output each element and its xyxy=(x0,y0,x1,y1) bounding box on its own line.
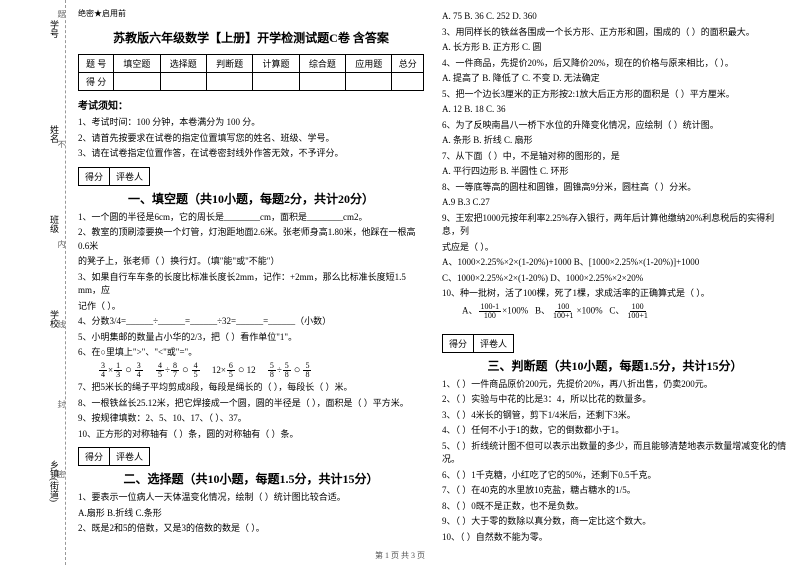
th-4: 计算题 xyxy=(253,55,299,73)
c2-l2: 3、用同样长的铁丝各围成一个长方形、正方形和圆，围成的（ ）的面积最大。 xyxy=(442,26,788,40)
q2-2: 2、既是2和5的倍数，又是3的倍数的数是（ ）。 xyxy=(78,522,424,536)
seal-char-4: 封 xyxy=(56,400,67,416)
score-table: 题 号 填空题 选择题 判断题 计算题 综合题 应用题 总分 得 分 xyxy=(78,54,424,91)
c2-l11: A. 平行四边形 B. 半圆性 C. 环形 xyxy=(442,165,788,179)
q1-8: 8、一根铁丝长25.12米，把它焊接成一个圆，圆的半径是（ ），面积是（ ）平方… xyxy=(78,397,424,411)
c2-l13: A.9 B.3 C.27 xyxy=(442,196,788,210)
c2-l16: A、1000×2.25%×2×(1-20%)+1000 B、[1000×2.25… xyxy=(442,256,788,270)
q1-1: 1、一个圆的半径是6cm，它的周长是________cm，面积是________… xyxy=(78,211,424,225)
score-label: 得 分 xyxy=(79,73,114,91)
c2-l9: A. 条形 B. 折线 C. 扇形 xyxy=(442,134,788,148)
binding-margin: 学号 姓名 班级 学校 乡镇(街道) 题 不 内 线 封 密 xyxy=(0,0,70,565)
section3-title: 三、判断题（共10小题，每题1.5分，共计15分） xyxy=(442,357,788,374)
scorebox-2: 得分评卷人 xyxy=(78,447,150,466)
th-5: 综合题 xyxy=(299,55,345,73)
notice-1: 1、考试时间：100 分钟，本卷满分为 100 分。 xyxy=(78,116,424,129)
c2-l8: 6、为了反映南昌八一桥下水位的升降变化情况，应绘制（ ）统计图。 xyxy=(442,119,788,133)
q3-10: 10、（ ）自然数不能为零。 xyxy=(442,531,788,545)
page-footer: 第 1 页 共 3 页 xyxy=(0,550,800,561)
q3-4: 4、（ ）任何不小于1的数，它的倒数都小于1。 xyxy=(442,424,788,438)
seal-char-1: 不 xyxy=(56,140,67,156)
left-column: 绝密★启用前 苏教版六年级数学【上册】开学检测试题C卷 含答案 题 号 填空题 … xyxy=(78,8,424,546)
q3-7: 7、（ ）在40克的水里放10克盐，糖占糖水的1/5。 xyxy=(442,484,788,498)
q1-2a: 2、教室的顶刷漆要换一个灯管，灯泡距地面2.6米。张老师身高1.80米，他踩在一… xyxy=(78,226,424,253)
q3-1: 1、（ ）一件商品原价200元，先提价20%，再八折出售，仍卖200元。 xyxy=(442,378,788,392)
th-2: 选择题 xyxy=(160,55,206,73)
table-row: 得 分 xyxy=(79,73,424,91)
c2-l12: 8、一等底等高的圆柱和圆锥，圆锥高9分米，圆柱高（ ）分米。 xyxy=(442,181,788,195)
scorebox-1: 得分评卷人 xyxy=(78,167,150,186)
c2-l18: 10、种一批树，活了100棵，死了1棵，求成活率的正确算式是（ ）。 xyxy=(442,287,788,301)
right-column: A. 75 B. 36 C. 252 D. 360 3、用同样长的铁丝各围成一个… xyxy=(442,8,788,546)
q2-1b: A.扇形 B.折线 C.条形 xyxy=(78,507,424,521)
seal-char-3: 线 xyxy=(56,320,67,336)
c2-l6: 5、把一个边长3厘米的正方形按2:1放大后正方形的面积是（ ）平方厘米。 xyxy=(442,88,788,102)
q3-2: 2、（ ）实验与中花的比是3：4，所以比花的数量多。 xyxy=(442,393,788,407)
q2-1a: 1、要表示一位病人一天体温变化情况，绘制（ ）统计图比较合适。 xyxy=(78,491,424,505)
q3-6: 6、（ ）1千克糖，小红吃了它的50%，还剩下0.5千克。 xyxy=(442,469,788,483)
section2-title: 二、选择题（共10小题，每题1.5分，共计15分） xyxy=(78,470,424,487)
c2-l14: 9、王宏把1000元按年利率2.25%存入银行，两年后计算他缴纳20%利息税后的… xyxy=(442,212,788,239)
c2-l10: 7、从下面（ ）中，不是轴对称的图形的，是 xyxy=(442,150,788,164)
scorebox-3: 得分评卷人 xyxy=(442,334,514,353)
q1-6: 6、在○里填上">"、"<"或"="。 xyxy=(78,346,424,360)
q1-4: 4、分数3/4=______÷______=______÷32=______=_… xyxy=(78,315,424,329)
seal-char-0: 题 xyxy=(56,10,67,26)
seal-char-2: 内 xyxy=(56,240,67,256)
c2-l15: 式应是（ ）。 xyxy=(442,241,788,255)
c2-opts: A、100-1100×100% B、100100+1×100% C、100100… xyxy=(442,303,788,320)
th-0: 题 号 xyxy=(79,55,114,73)
c2-l3: A. 长方形 B. 正方形 C. 圆 xyxy=(442,41,788,55)
q1-9: 9、按规律填数：2、5、10、17、（ ）、37。 xyxy=(78,412,424,426)
q1-2b: 的凳子上，张老师（ ）换行灯。（填"能"或"不能"） xyxy=(78,255,424,269)
c2-l1: A. 75 B. 36 C. 252 D. 360 xyxy=(442,10,788,24)
exam-title: 苏教版六年级数学【上册】开学检测试题C卷 含答案 xyxy=(78,29,424,46)
notice-heading: 考试须知： xyxy=(78,97,424,112)
section1-title: 一、填空题（共10小题，每题2分，共计20分） xyxy=(78,190,424,207)
q1-3a: 3、如果自行车车条的长度比标准长度长2mm，记作：+2mm，那么比标准长度短1.… xyxy=(78,271,424,298)
notice-3: 3、请在试卷指定位置作答，在试卷密封线外作答无效，不予评分。 xyxy=(78,147,424,160)
q1-3b: 记作（ ）。 xyxy=(78,300,424,314)
q3-8: 8、（ ）0既不是正数，也不是负数。 xyxy=(442,500,788,514)
th-6: 应用题 xyxy=(346,55,392,73)
secret-label: 绝密★启用前 xyxy=(78,8,424,19)
th-1: 填空题 xyxy=(114,55,160,73)
c2-l17: C、1000×2.25%×2×(1-20%) D、1000×2.25%×2×20… xyxy=(442,272,788,286)
q1-10: 10、正方形的对称轴有（ ）条，圆的对称轴有（ ）条。 xyxy=(78,428,424,442)
q3-9: 9、（ ）大于零的数除以真分数，商一定比这个数大。 xyxy=(442,515,788,529)
seal-char-5: 密 xyxy=(56,470,67,486)
th-3: 判断题 xyxy=(206,55,252,73)
th-7: 总分 xyxy=(392,55,424,73)
q1-6-expr: 34×13○34 45÷87○45 12×65○12 58÷58○58 xyxy=(78,362,424,379)
notice-2: 2、请首先按要求在试卷的指定位置填写您的姓名、班级、学号。 xyxy=(78,132,424,145)
c2-l4: 4、一件商品，先提价20%，后又降价20%，现在的价格与原来相比，（ ）。 xyxy=(442,57,788,71)
label-class: 班级 xyxy=(48,215,61,233)
q3-5: 5、（ ）折线统计图不但可以表示出数量的多少，而且能够清楚地表示数量增减变化的情… xyxy=(442,440,788,467)
page-content: 绝密★启用前 苏教版六年级数学【上册】开学检测试题C卷 含答案 题 号 填空题 … xyxy=(78,8,788,546)
c2-l5: A. 提高了 B. 降低了 C. 不变 D. 无法确定 xyxy=(442,72,788,86)
scorebox-grader: 评卷人 xyxy=(110,168,149,185)
q1-7: 7、把5米长的绳子平均剪成8段，每段是绳长的（ ），每段长（ ）米。 xyxy=(78,381,424,395)
scorebox-score: 得分 xyxy=(79,168,110,185)
q3-3: 3、（ ）4米长的钢管，剪下1/4米后，还剩下3米。 xyxy=(442,409,788,423)
table-row: 题 号 填空题 选择题 判断题 计算题 综合题 应用题 总分 xyxy=(79,55,424,73)
q1-5: 5、小明集邮的数量占小华的2/3，把（ ）看作单位"1"。 xyxy=(78,331,424,345)
c2-l7: A. 12 B. 18 C. 36 xyxy=(442,103,788,117)
